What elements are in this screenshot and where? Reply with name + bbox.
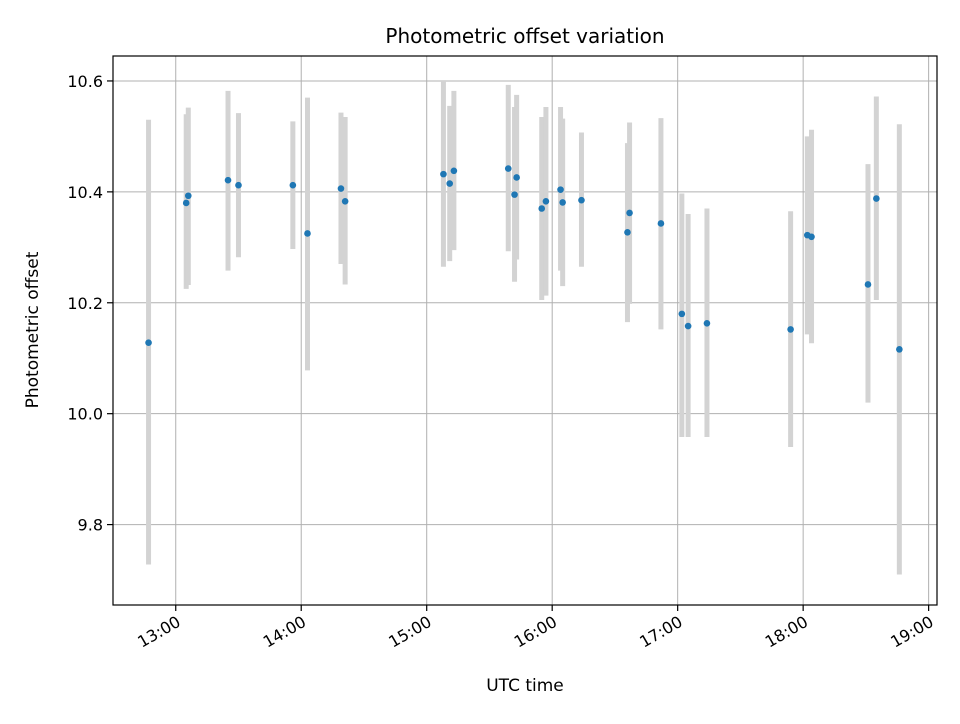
data-point: [304, 230, 311, 237]
y-tick-label: 10.2: [67, 294, 103, 313]
data-point: [446, 180, 454, 187]
data-point: [224, 176, 232, 184]
data-point: [873, 195, 880, 202]
data-point: [184, 192, 192, 200]
plot-area: [113, 56, 937, 605]
data-point: [678, 310, 686, 318]
data-point: [504, 165, 512, 172]
grid: [113, 56, 937, 605]
data-point: [559, 199, 566, 206]
data-point: [626, 209, 633, 217]
data-point: [182, 199, 190, 207]
data-point: [624, 229, 631, 236]
data-point: [657, 220, 665, 227]
data-point: [864, 281, 872, 288]
data-point: [703, 319, 711, 327]
y-tick-label: 10.4: [67, 183, 103, 202]
data-point: [337, 185, 345, 192]
x-axis-label: UTC time: [486, 676, 564, 696]
data-point: [896, 346, 903, 353]
data-points: [145, 165, 903, 353]
data-point: [513, 174, 520, 181]
data-point: [145, 339, 152, 347]
data-point: [684, 322, 692, 330]
data-point: [538, 205, 546, 212]
data-point: [542, 197, 550, 205]
data-point: [808, 233, 815, 241]
y-tick-label: 10.0: [67, 405, 103, 424]
y-axis-label: Photometric offset: [23, 251, 43, 408]
chart-title: Photometric offset variation: [385, 24, 664, 48]
data-point: [557, 186, 564, 193]
y-tick-label: 10.6: [67, 72, 103, 91]
data-point: [578, 196, 585, 204]
data-point: [289, 181, 297, 189]
data-point: [440, 170, 447, 178]
data-point: [787, 326, 794, 333]
data-point: [235, 181, 242, 189]
plot-frame: [112, 55, 938, 606]
data-point: [341, 197, 349, 205]
y-axis-ticks: 9.8 10.0 10.2 10.4 10.6: [67, 72, 113, 535]
y-tick-label: 9.8: [78, 516, 103, 535]
data-point: [511, 191, 518, 198]
data-point: [450, 167, 458, 175]
